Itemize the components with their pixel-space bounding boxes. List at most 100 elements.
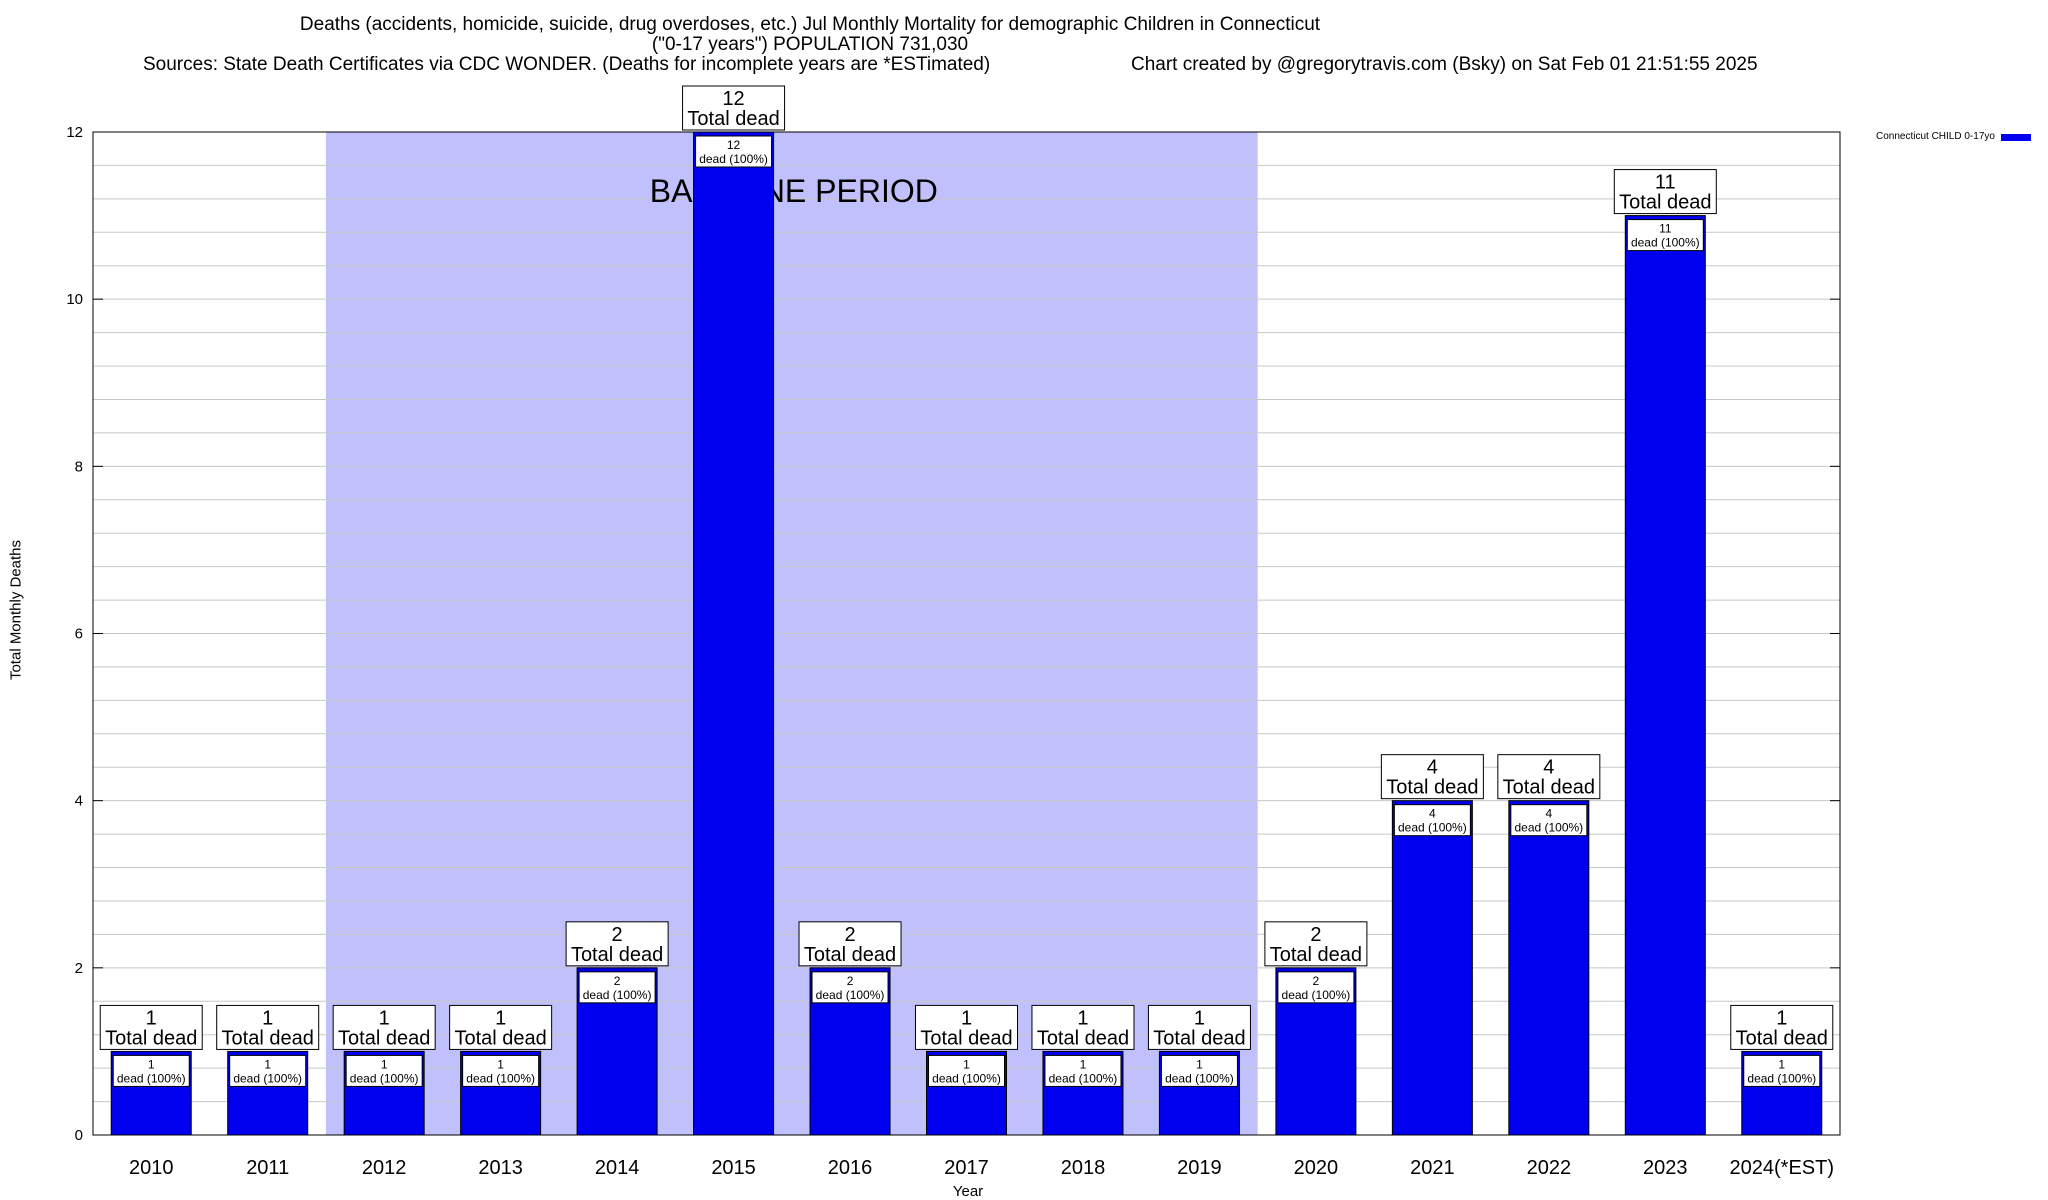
total-label-box: [1031, 1004, 1135, 1050]
segment-label-value: 4: [1429, 807, 1436, 821]
x-tick-label: 2016: [828, 1157, 873, 1179]
segment-label-box: [1510, 804, 1588, 837]
segment-label-text: dead (100%): [1631, 236, 1700, 250]
segment-label-box: [695, 135, 773, 168]
segment-label-value: 2: [847, 974, 854, 988]
y-tick-label: 6: [75, 626, 83, 643]
segment-label-value: 1: [497, 1057, 504, 1071]
total-label-text: Total dead: [571, 944, 663, 966]
segment-label-value: 11: [1659, 222, 1672, 236]
total-label-text: Total dead: [804, 944, 896, 966]
total-label-text: Total dead: [454, 1027, 546, 1049]
total-label-value: 1: [1077, 1007, 1088, 1029]
total-label-text: Total dead: [1386, 777, 1478, 799]
segment-label-box: [1160, 1054, 1238, 1087]
total-label-box: [1497, 754, 1601, 800]
segment-label-text: dead (100%): [1049, 1071, 1118, 1085]
total-label-value: 1: [379, 1007, 390, 1029]
legend-label: Connecticut CHILD 0-17yo: [1876, 131, 1995, 142]
segment-label-box: [1044, 1054, 1122, 1087]
bar: [1624, 215, 1706, 1136]
segment-label-text: dead (100%): [583, 988, 652, 1002]
total-label-box: [915, 1004, 1018, 1050]
total-label-text: Total dead: [338, 1027, 430, 1049]
total-label-box: [99, 1004, 203, 1050]
total-label-value: 2: [844, 924, 855, 946]
x-tick-label: 2019: [1177, 1157, 1222, 1179]
total-label-text: Total dead: [1736, 1027, 1828, 1049]
chart-sources: Sources: State Death Certificates via CD…: [143, 54, 991, 75]
segment-label-value: 1: [148, 1057, 155, 1071]
total-label-value: 2: [612, 924, 623, 946]
total-label-text: Total dead: [1270, 944, 1362, 966]
total-label-value: 1: [262, 1007, 273, 1029]
segment-label-value: 1: [1196, 1057, 1203, 1071]
segment-label-text: dead (100%): [350, 1071, 419, 1085]
segment-label-box: [462, 1054, 540, 1087]
total-label-box: [565, 921, 669, 967]
x-tick-label: 2018: [1061, 1157, 1106, 1179]
total-label-value: 4: [1427, 757, 1438, 779]
total-label-value: 4: [1543, 757, 1554, 779]
x-tick-label: 2014: [595, 1157, 640, 1179]
total-label-text: Total dead: [920, 1027, 1012, 1049]
total-label-box: [798, 921, 902, 967]
total-label-box: [1147, 1004, 1251, 1050]
segment-label-text: dead (100%): [1398, 821, 1467, 835]
x-tick-label: 2024(*EST): [1730, 1157, 1835, 1179]
bar: [1391, 800, 1473, 1136]
segment-label-box: [1393, 804, 1471, 837]
total-label-value: 1: [961, 1007, 972, 1029]
total-label-text: Total dead: [1153, 1027, 1245, 1049]
segment-label-box: [345, 1054, 423, 1087]
segment-label-text: dead (100%): [1282, 988, 1351, 1002]
segment-label-value: 12: [727, 138, 741, 152]
total-label-box: [1380, 754, 1484, 800]
x-tick-label: 2013: [478, 1157, 523, 1179]
segment-label-value: 2: [614, 974, 621, 988]
segment-label-text: dead (100%): [1165, 1071, 1234, 1085]
segment-label-box: [229, 1054, 307, 1087]
y-tick-label: 10: [66, 291, 83, 308]
segment-label-box: [578, 971, 656, 1004]
total-label-box: [682, 85, 786, 131]
total-label-text: Total dead: [222, 1027, 314, 1049]
x-tick-label: 2010: [129, 1157, 174, 1179]
chart-title: Deaths (accidents, homicide, suicide, dr…: [299, 14, 1321, 35]
segment-label-text: dead (100%): [466, 1071, 535, 1085]
total-label-value: 1: [146, 1007, 157, 1029]
legend: Connecticut CHILD 0-17yo: [1876, 131, 2031, 143]
segment-label-value: 2: [1313, 974, 1320, 988]
total-label-box: [449, 1004, 553, 1050]
x-tick-label: 2023: [1643, 1157, 1688, 1179]
x-tick-label: 2017: [944, 1157, 989, 1179]
segment-label-value: 1: [264, 1057, 271, 1071]
bar: [693, 131, 775, 1136]
segment-label-box: [1277, 971, 1355, 1004]
total-label-text: Total dead: [687, 108, 779, 130]
y-tick-label: 12: [66, 124, 83, 141]
segment-label-value: 1: [1778, 1057, 1785, 1071]
total-label-value: 11: [1655, 172, 1676, 194]
x-tick-label: 2020: [1294, 1157, 1339, 1179]
y-tick-label: 2: [75, 960, 83, 977]
segment-label-value: 1: [381, 1057, 388, 1071]
segment-label-text: dead (100%): [117, 1071, 186, 1085]
segment-label-value: 1: [963, 1057, 970, 1071]
segment-label-text: dead (100%): [699, 152, 768, 166]
x-tick-label: 2015: [711, 1157, 756, 1179]
x-axis-label: Year: [952, 1183, 984, 1200]
segment-label-box: [112, 1054, 190, 1087]
segment-label-text: dead (100%): [816, 988, 885, 1002]
y-tick-label: 0: [75, 1127, 83, 1144]
segment-label-text: dead (100%): [1514, 821, 1583, 835]
legend-swatch: [2000, 133, 2031, 141]
segment-label-value: 4: [1545, 807, 1552, 821]
bar: [1508, 800, 1590, 1136]
segment-label-box: [928, 1054, 1005, 1087]
total-label-text: Total dead: [105, 1027, 197, 1049]
total-label-text: Total dead: [1619, 192, 1711, 214]
total-label-text: Total dead: [1037, 1027, 1129, 1049]
total-label-value: 1: [1194, 1007, 1205, 1029]
